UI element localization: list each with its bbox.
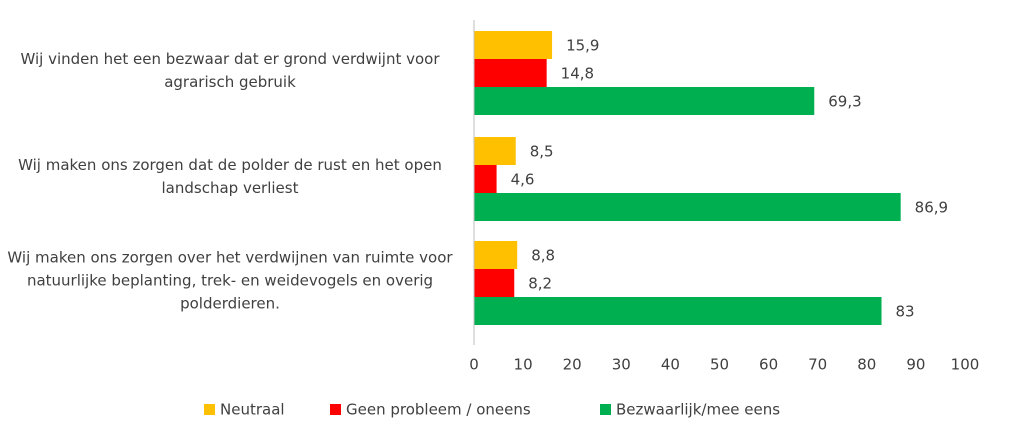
x-tick-label: 90 [906,356,925,374]
value-label: 8,8 [531,247,555,265]
value-label: 8,2 [528,275,552,293]
value-label: 83 [896,303,915,321]
legend-swatch [330,404,341,415]
bar [474,31,553,59]
value-label: 4,6 [511,171,535,189]
legend-swatch [600,404,611,415]
x-tick-label: 50 [710,356,729,374]
bar [474,193,901,221]
category-label: Wij maken ons zorgen over het verdwijnen… [7,248,453,313]
legend-label: Neutraal [220,401,285,419]
bar [474,269,515,297]
x-tick-label: 20 [563,356,582,374]
x-tick-label: 60 [759,356,778,374]
bar [474,87,815,115]
x-tick-label: 30 [612,356,631,374]
value-label: 14,8 [561,65,594,83]
x-tick-label: 0 [469,356,479,374]
value-label: 15,9 [566,37,599,55]
bar [474,297,882,325]
x-tick-label: 100 [951,356,980,374]
x-tick-label: 80 [857,356,876,374]
legend-swatch [204,404,215,415]
category-label: Wij vinden het een bezwaar dat er grond … [20,50,440,91]
value-label: 69,3 [828,93,861,111]
value-label: 8,5 [530,143,554,161]
bar [474,137,516,165]
legend-label: Geen probleem / oneens [346,401,531,419]
x-tick-label: 70 [808,356,827,374]
x-tick-label: 40 [661,356,680,374]
legend-label: Bezwaarlijk/mee eens [616,401,780,419]
category-label: Wij maken ons zorgen dat de polder de ru… [18,156,442,197]
bar [474,241,518,269]
x-tick-label: 10 [514,356,533,374]
value-label: 86,9 [915,199,948,217]
bar [474,59,547,87]
bar [474,165,497,193]
